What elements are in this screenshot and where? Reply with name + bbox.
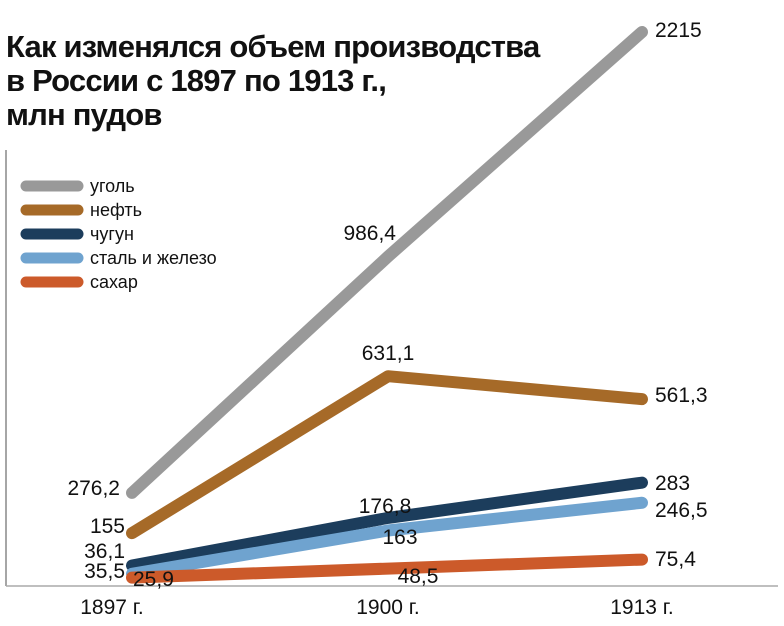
legend-label: уголь [90,176,135,196]
legend-label: сталь и железо [90,248,217,268]
data-label: 163 [382,526,417,549]
data-label: 2215 [655,19,702,42]
legend-label: нефть [90,200,142,220]
data-label: 246,5 [655,499,708,522]
data-label: 561,3 [655,384,708,407]
data-label: 631,1 [362,342,415,365]
data-label: 176,8 [359,495,412,518]
data-label: 25,9 [133,568,174,591]
data-label: 36,1 [84,540,125,563]
x-tick-label: 1913 г. [610,596,673,619]
data-label: 283 [655,472,690,495]
legend-label: сахар [90,272,138,292]
chart-title: Как изменялся объем производства в Росси… [6,29,540,132]
data-label: 75,4 [655,548,696,571]
x-tick-label: 1900 г. [356,596,419,619]
data-label: 35,5 [84,560,125,583]
data-label: 986,4 [343,222,396,245]
data-label: 48,5 [398,565,439,588]
data-label: 155 [90,515,125,538]
legend-label: чугун [90,224,134,244]
data-label: 276,2 [67,477,120,500]
x-tick-label: 1897 г. [80,596,143,619]
